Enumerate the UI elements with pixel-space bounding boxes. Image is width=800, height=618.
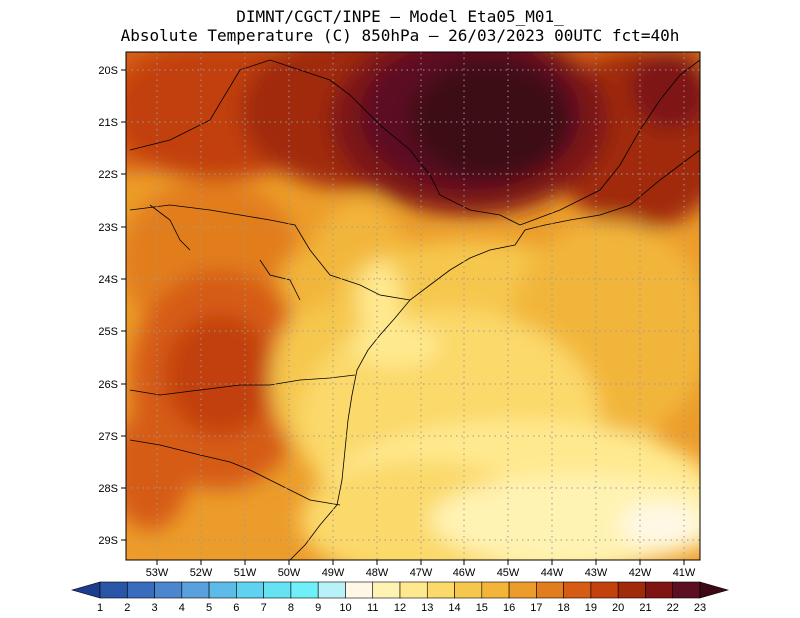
lat-label: 23S	[98, 222, 118, 234]
border-rj-es	[519, 59, 700, 226]
lon-label: 53W	[146, 567, 169, 579]
lon-label: 51W	[234, 567, 257, 579]
lon-label: 48W	[366, 567, 389, 579]
lon-label: 45W	[497, 567, 520, 579]
colorbar-segment	[181, 581, 210, 599]
colorbar-segment	[426, 581, 455, 599]
colorbar-label: 11	[367, 602, 378, 614]
colorbar-label: 13	[421, 602, 433, 614]
plot-frame	[125, 51, 701, 561]
colorbar-segment	[236, 581, 264, 599]
chart-title-line-2: Absolute Temperature (C) 850hPa — 26/03/…	[120, 26, 680, 45]
colorbar-label: 10	[339, 602, 351, 614]
colorbar-labels: 1 2 3 4 5 6 7 8 9 10 11 12 13 14 15 16 17 18 19 20 21 22 23	[97, 602, 706, 614]
colorbar-segment	[645, 581, 674, 599]
colorbar-arrow-right	[699, 581, 730, 599]
colorbar-segment	[590, 581, 619, 599]
colorbar-segment	[481, 581, 510, 599]
colorbar-segment	[372, 581, 401, 599]
lat-label: 25S	[98, 326, 118, 338]
colorbar-label: 22	[667, 602, 679, 614]
colorbar-label: 16	[503, 602, 515, 614]
lon-label: 42W	[629, 567, 652, 579]
colorbar-segment	[672, 581, 701, 599]
graticule	[126, 52, 700, 560]
lat-label: 29S	[98, 535, 118, 547]
lat-label: 24S	[98, 274, 118, 286]
colorbar-arrow-left	[70, 581, 101, 599]
colorbar-segment	[399, 581, 428, 599]
lon-label: 41W	[673, 567, 696, 579]
colorbar-label: 12	[394, 602, 406, 614]
lon-label: 47W	[410, 567, 433, 579]
border-mg-sp	[129, 59, 521, 226]
colorbar-label: 14	[448, 602, 460, 614]
lat-label: 20S	[98, 65, 118, 77]
colorbar-segment	[126, 581, 155, 599]
colorbar-label: 9	[315, 602, 321, 614]
lat-label: 22S	[98, 169, 118, 181]
map-borders	[129, 59, 700, 560]
lat-label: 27S	[98, 431, 118, 443]
colorbar-label: 5	[206, 602, 212, 614]
lon-label: 49W	[322, 567, 345, 579]
colorbar-label: 1	[97, 602, 103, 614]
colorbar-label: 8	[288, 602, 294, 614]
chart-title-line-1: DIMNT/CGCT/INPE — Model Eta05_M01_	[236, 7, 564, 26]
colorbar-label: 23	[694, 602, 706, 614]
colorbar-label: 17	[530, 602, 542, 614]
colorbar-label: 3	[151, 602, 157, 614]
colorbar-segment	[536, 581, 564, 599]
colorbar-label: 19	[585, 602, 597, 614]
colorbar-segment	[563, 581, 592, 599]
lon-label: 52W	[190, 567, 213, 579]
border-west	[259, 259, 301, 301]
longitude-labels: 53W 52W 51W 50W 49W 48W 47W 46W 45W 44W …	[146, 567, 696, 579]
colorbar-segment	[208, 581, 237, 599]
colorbar-segment	[154, 581, 183, 599]
lat-label: 28S	[98, 483, 118, 495]
lat-label: 21S	[98, 117, 118, 129]
colorbar-label: 21	[639, 602, 651, 614]
colorbar-label: 7	[261, 602, 267, 614]
colorbar-label: 18	[558, 602, 570, 614]
axis-ticks	[121, 69, 685, 565]
colorbar-label: 15	[476, 602, 488, 614]
lon-label: 50W	[278, 567, 301, 579]
colorbar-segment	[99, 581, 128, 599]
colorbar-segment	[263, 581, 292, 599]
border-sc-rs	[129, 439, 341, 506]
colorbar-segment	[508, 581, 537, 599]
border-ms-pr	[149, 204, 191, 251]
colorbar-label: 20	[612, 602, 624, 614]
colorbar-segment	[345, 581, 374, 599]
colorbar-label: 6	[233, 602, 239, 614]
colorbar-segment	[617, 581, 646, 599]
colorbar-segment	[317, 581, 346, 599]
colorbar-label: 2	[124, 602, 130, 614]
border-sp-pr	[129, 204, 411, 301]
colorbar	[70, 581, 730, 599]
lon-label: 44W	[541, 567, 564, 579]
lon-label: 43W	[585, 567, 608, 579]
latitude-labels: 20S 21S 22S 23S 24S 25S 26S 27S 28S 29S	[98, 65, 118, 547]
temperature-field	[126, 52, 700, 560]
colorbar-label: 4	[179, 602, 185, 614]
border-pr-sc	[129, 374, 356, 396]
lon-label: 46W	[453, 567, 476, 579]
colorbar-segment	[454, 581, 483, 599]
lat-label: 26S	[98, 379, 118, 391]
colorbar-segment	[290, 581, 319, 599]
